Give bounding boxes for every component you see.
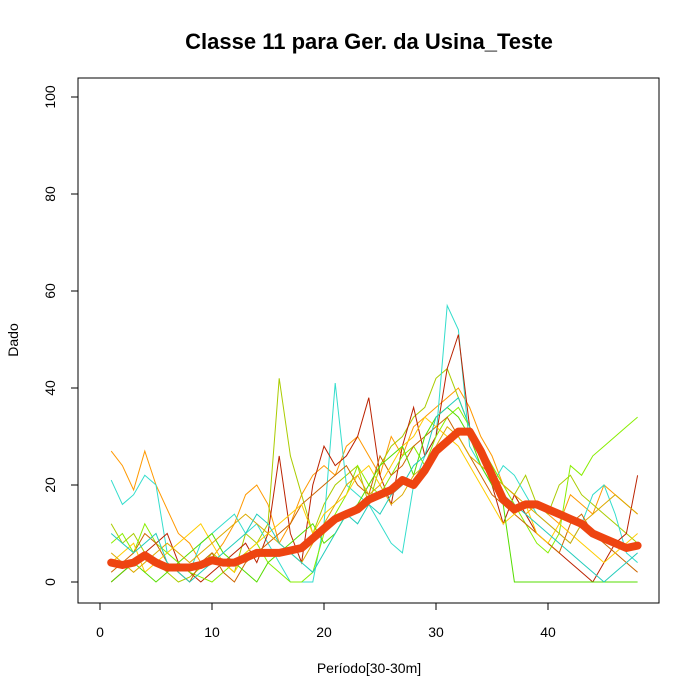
series-line-10 xyxy=(110,396,638,583)
series-line-1 xyxy=(110,387,638,564)
y-tick-label-80: 80 xyxy=(42,186,58,202)
series-line-9 xyxy=(110,426,638,573)
series-layer xyxy=(110,303,639,583)
x-tick-label-0: 0 xyxy=(96,624,104,640)
x-tick-label-20: 20 xyxy=(316,624,332,640)
y-axis: 0 20 40 60 80 100 xyxy=(42,85,79,586)
y-tick-label-40: 40 xyxy=(42,380,58,396)
x-tick-label-40: 40 xyxy=(540,624,556,640)
x-axis-label: Período[30-30m] xyxy=(317,660,421,676)
x-tick-label-30: 30 xyxy=(428,624,444,640)
mean-layer xyxy=(107,427,642,572)
y-axis-label: Dado xyxy=(5,323,21,357)
x-axis: 0 10 20 30 40 xyxy=(96,602,556,640)
y-tick-label-60: 60 xyxy=(42,283,58,299)
series-line-8 xyxy=(110,406,638,583)
y-tick-label-20: 20 xyxy=(42,477,58,493)
y-tick-label-100: 100 xyxy=(42,85,58,109)
y-tick-label-0: 0 xyxy=(42,578,58,586)
mean-series-line xyxy=(107,427,642,572)
chart-title: Classe 11 para Ger. da Usina_Teste xyxy=(185,29,553,54)
x-tick-label-10: 10 xyxy=(204,624,220,640)
